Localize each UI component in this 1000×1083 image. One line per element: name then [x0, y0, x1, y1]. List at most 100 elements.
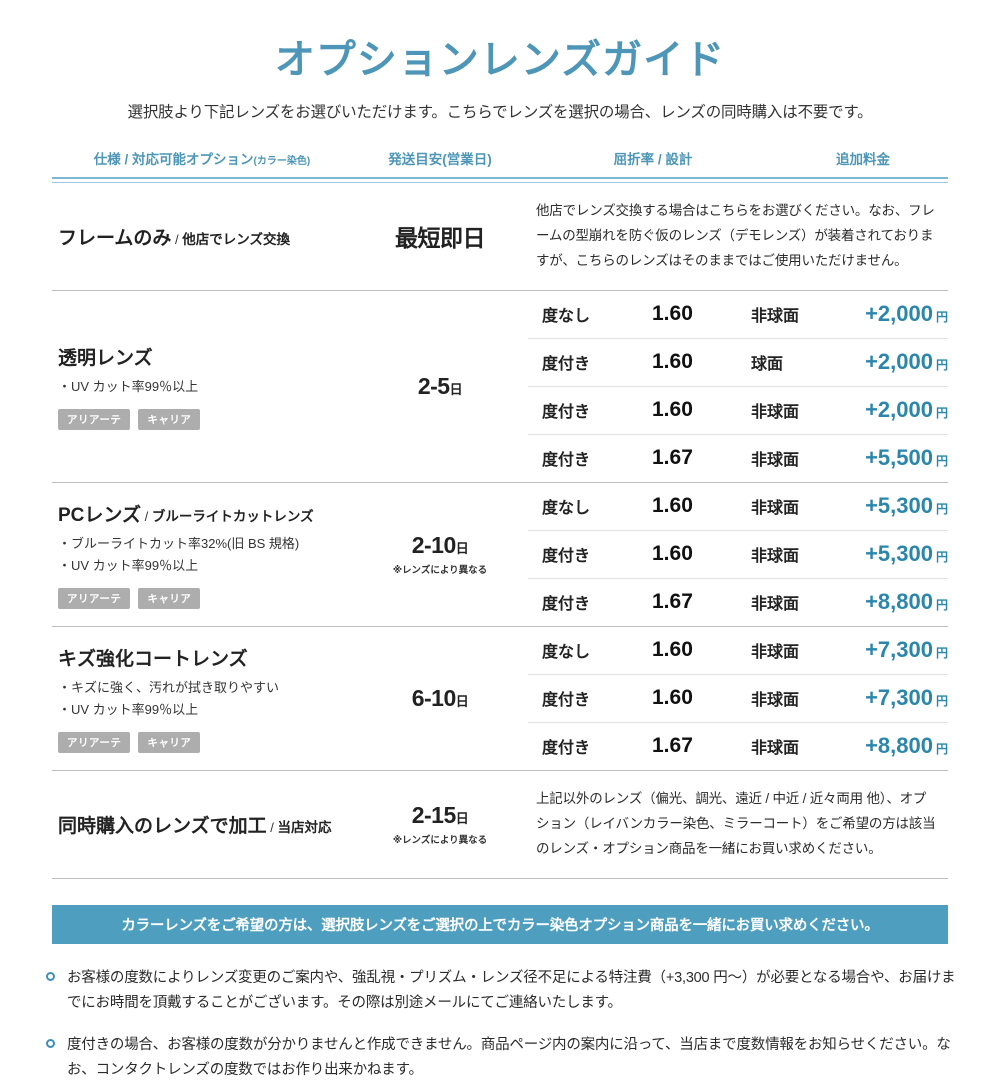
column-header-spec: 仕様 / 対応可能オプション(カラー染色)	[52, 148, 352, 168]
option-index: 1.60	[652, 350, 693, 374]
lens-feature: ・UV カット率99％以上	[58, 378, 199, 394]
option-index: 1.60	[652, 542, 693, 566]
lens-feature: ・UV カット率99％以上	[58, 701, 199, 717]
row-description: 他店でレンズ交換する場合はこちらをお選びください。なお、フレームの型崩れを防ぐ仮…	[536, 203, 935, 268]
shipping-days: 6-10	[411, 684, 457, 711]
lens-name-main: 同時購入のレンズで加工	[58, 815, 267, 837]
circle-bullet-icon	[46, 1038, 55, 1048]
option-power: 度付き	[542, 452, 591, 470]
option-design: 非球面	[751, 596, 800, 614]
column-header-index-design: 屈折率 / 設計	[613, 152, 693, 167]
option-price-value: +5,500	[865, 445, 933, 471]
option-index: 1.60	[652, 398, 693, 422]
shipping-days: 2-10	[411, 532, 457, 559]
option-index: 1.60	[652, 686, 693, 710]
lens-name-slash: /	[171, 231, 183, 247]
lens-name-sub: 他店でレンズ交換	[182, 231, 291, 247]
shipping-note: ※レンズにより異なる	[392, 565, 488, 577]
option-price-unit: 円	[935, 550, 948, 565]
page-title: オプションレンズガイド	[274, 38, 726, 82]
lens-name: フレームのみ / 他店でレンズ交換	[58, 223, 352, 250]
table-row: キズ強化コートレンズ ・キズに強く、汚れが拭き取りやすい ・UV カット率99％…	[52, 627, 948, 771]
column-header-spec-main: 仕様 / 対応可能オプション	[93, 152, 254, 167]
row-description-cell: 上記以外のレンズ（偏光、調光、遠近 / 中近 / 近々両用 他）、オプション（レ…	[528, 771, 948, 878]
table-row: PCレンズ / ブルーライトカットレンズ ・ブルーライトカット率32%(旧 BS…	[52, 483, 948, 627]
shipping-days: 2-5	[417, 372, 450, 399]
option-list: 度なし 1.60 非球面 +7,300 円 度付き 1.60 非球面 +7,300…	[528, 627, 948, 770]
option-design: 非球面	[751, 500, 800, 518]
shipping-value: 2-15日	[412, 802, 469, 829]
shipping-value: 最短即日	[395, 225, 486, 252]
option-price-unit: 円	[935, 358, 948, 373]
column-header-shipping: 発送目安(営業日)	[388, 152, 492, 167]
option-price-value: +5,300	[865, 493, 933, 519]
option-design: 非球面	[751, 740, 800, 758]
row-spec-cell: PCレンズ / ブルーライトカットレンズ ・ブルーライトカット率32%(旧 BS…	[52, 483, 352, 626]
lens-name-main: 透明レンズ	[58, 347, 153, 369]
option-power: 度付き	[542, 596, 591, 614]
lens-name-main: フレームのみ	[58, 227, 172, 249]
badge-ariate: アリアーテ	[58, 732, 131, 754]
option-row: 度付き 1.67 非球面 +8,800 円	[528, 723, 948, 770]
option-index: 1.60	[652, 494, 693, 518]
option-price: +5,300 円	[853, 541, 948, 567]
note-item: お客様の度数によりレンズ変更のご案内や、強乱視・プリズム・レンズ径不足による特注…	[40, 966, 960, 1017]
option-price: +2,000 円	[853, 349, 948, 375]
option-price-unit: 円	[935, 310, 948, 325]
option-price-unit: 円	[935, 646, 948, 661]
option-row: 度付き 1.67 非球面 +5,500 円	[528, 435, 948, 482]
row-options-cell: 度なし 1.60 非球面 +7,300 円 度付き 1.60 非球面 +7,300…	[528, 627, 948, 770]
option-row: 度なし 1.60 非球面 +7,300 円	[528, 627, 948, 675]
option-price-value: +7,300	[865, 637, 933, 663]
shipping-unit: 日	[455, 693, 469, 709]
table-row: 透明レンズ ・UV カット率99％以上 アリアーテ キャリア 2-5日 度なし …	[52, 291, 948, 483]
row-shipping-cell: 2-15日 ※レンズにより異なる	[352, 771, 528, 878]
lens-name: PCレンズ / ブルーライトカットレンズ	[58, 500, 352, 527]
option-index: 1.67	[652, 446, 693, 470]
option-design: 非球面	[751, 308, 800, 326]
row-spec-cell: キズ強化コートレンズ ・キズに強く、汚れが拭き取りやすい ・UV カット率99％…	[52, 627, 352, 770]
row-description-cell: 他店でレンズ交換する場合はこちらをお選びください。なお、フレームの型崩れを防ぐ仮…	[528, 183, 948, 290]
option-price: +7,300 円	[853, 637, 948, 663]
option-row: 度付き 1.60 非球面 +2,000 円	[528, 387, 948, 435]
option-lens-guide-page: オプションレンズガイド 選択肢より下記レンズをお選びいただけます。こちらでレンズ…	[46, 38, 956, 1078]
shipping-unit: 日	[449, 381, 463, 397]
shipping-days: 2-15	[411, 802, 457, 829]
lens-name: 同時購入のレンズで加工 / 当店対応	[58, 811, 352, 838]
option-design: 非球面	[751, 644, 800, 662]
option-index: 1.60	[652, 302, 693, 326]
option-power: 度なし	[542, 308, 591, 326]
option-row: 度付き 1.60 球面 +2,000 円	[528, 339, 948, 387]
lens-name-slash: /	[266, 819, 278, 835]
option-price-unit: 円	[935, 454, 948, 469]
table-header-row: 仕様 / 対応可能オプション(カラー染色) 発送目安(営業日) 屈折率 / 設計…	[52, 148, 948, 177]
option-price-value: +5,300	[865, 541, 933, 567]
option-design: 球面	[751, 356, 784, 374]
shipping-value: 2-5日	[417, 372, 463, 400]
option-price-value: +2,000	[865, 397, 933, 423]
lens-feature: ・ブルーライトカット率32%(旧 BS 規格)	[58, 535, 300, 551]
row-shipping-cell: 6-10日	[352, 627, 528, 770]
row-spec-cell: フレームのみ / 他店でレンズ交換	[52, 183, 352, 290]
table-row: 同時購入のレンズで加工 / 当店対応 2-15日 ※レンズにより異なる 上記以外…	[52, 771, 948, 879]
option-power: 度付き	[542, 356, 591, 374]
option-row: 度なし 1.60 非球面 +5,300 円	[528, 483, 948, 531]
shipping-note: ※レンズにより異なる	[392, 835, 488, 847]
option-row: 度付き 1.67 非球面 +8,800 円	[528, 579, 948, 626]
option-price-unit: 円	[935, 502, 948, 517]
circle-bullet-icon	[46, 971, 55, 981]
option-index: 1.60	[652, 638, 693, 662]
row-spec-cell: 同時購入のレンズで加工 / 当店対応	[52, 771, 352, 878]
color-lens-banner: カラーレンズをご希望の方は、選択肢レンズをご選択の上でカラー染色オプション商品を…	[52, 904, 948, 944]
option-badges: アリアーテ キャリア	[58, 588, 352, 610]
lens-feature: ・UV カット率99％以上	[58, 557, 199, 573]
badge-carrier: キャリア	[138, 588, 201, 610]
option-price: +8,800 円	[853, 589, 948, 615]
lens-name-sub: 当店対応	[277, 819, 332, 835]
badge-carrier: キャリア	[138, 408, 201, 430]
lens-name-slash: /	[141, 508, 152, 524]
row-shipping-cell: 最短即日	[352, 183, 528, 290]
badge-ariate: アリアーテ	[58, 588, 131, 610]
option-price-value: +2,000	[865, 301, 933, 327]
lens-name-main: PCレンズ	[58, 504, 142, 526]
